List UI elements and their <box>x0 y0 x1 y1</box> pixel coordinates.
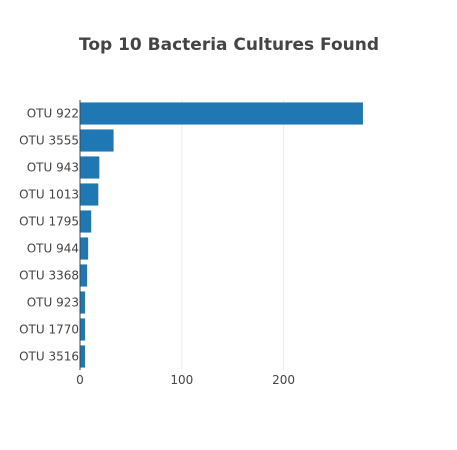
bar <box>80 129 114 152</box>
gridlines <box>181 100 285 370</box>
x-tick-label: 100 <box>170 373 193 387</box>
x-tick-label: 200 <box>272 373 295 387</box>
y-tick-label: OTU 1770 <box>19 323 79 337</box>
x-tick-label: 0 <box>76 373 84 387</box>
y-tick-label: OTU 3368 <box>19 269 79 283</box>
y-tick-label: OTU 1795 <box>19 215 79 229</box>
bar <box>80 237 89 260</box>
y-tick-label: OTU 943 <box>27 161 79 175</box>
y-tick-label: OTU 1013 <box>19 188 79 202</box>
bars <box>80 102 363 368</box>
y-tick-label: OTU 923 <box>27 296 79 310</box>
bar <box>80 345 86 368</box>
y-tick-label: OTU 3555 <box>19 134 79 148</box>
bar <box>80 210 92 233</box>
bar <box>80 183 99 206</box>
y-tick-label: OTU 922 <box>27 107 79 121</box>
y-axis-ticks: OTU 922 OTU 3555 OTU 943 OTU 1013 OTU 1795 OT… <box>19 107 79 364</box>
bar <box>80 156 100 179</box>
y-tick-label: OTU 3516 <box>19 350 79 364</box>
bar <box>80 291 86 314</box>
chart-title: Top 10 Bacteria Cultures Found <box>79 35 379 55</box>
x-axis-ticks: 0 100 200 <box>76 373 295 387</box>
y-tick-label: OTU 944 <box>27 242 79 256</box>
bar <box>80 318 86 341</box>
bar <box>80 102 363 125</box>
bar <box>80 264 88 287</box>
